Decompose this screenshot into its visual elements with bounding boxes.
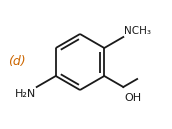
Text: OH: OH [124, 93, 141, 103]
Text: NCH₃: NCH₃ [124, 26, 151, 36]
Text: H₂N: H₂N [14, 89, 36, 99]
Text: (d): (d) [8, 55, 26, 68]
